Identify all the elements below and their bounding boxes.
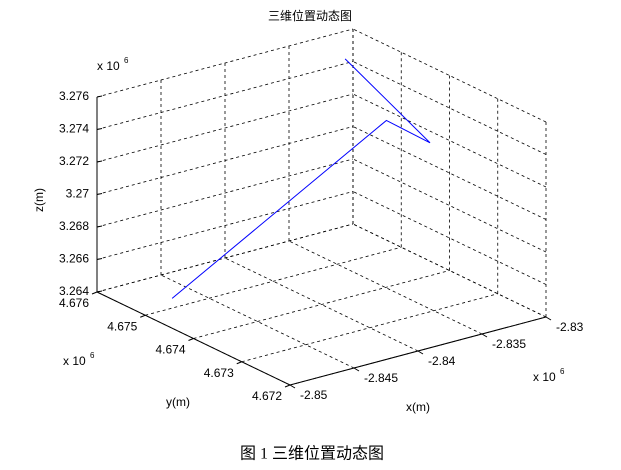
grid-line (96, 223, 354, 293)
x-tick (353, 367, 360, 372)
y-multiplier: x 10 (63, 354, 86, 368)
y-tick (188, 338, 194, 341)
y-axis-label: y(m) (166, 395, 190, 409)
x-tick-label: -2.84 (428, 354, 456, 368)
x-tick (289, 384, 296, 389)
z-tick-label: 3.272 (59, 154, 89, 168)
x-tick-label: -2.845 (364, 371, 398, 385)
z-tick (96, 258, 103, 260)
trajectory-line (171, 58, 431, 299)
grid-line (96, 158, 354, 228)
grid-line (96, 28, 354, 98)
x-axis-label: x(m) (406, 400, 430, 414)
z-tick-label: 3.266 (59, 252, 89, 266)
x-tick (417, 350, 424, 355)
grid-line (193, 270, 450, 339)
x-multiplier-exp: 6 (560, 367, 565, 376)
y-tick-label: 4.675 (107, 319, 137, 333)
grid-line (96, 126, 354, 195)
y-tick-label: 4.672 (252, 389, 282, 403)
y-tick-label: 4.674 (155, 343, 185, 357)
y-tick (284, 384, 291, 388)
z-axis-label: z(m) (32, 188, 46, 212)
caption: 图 1 三维位置动态图 (240, 445, 384, 463)
chart-title: 三维位置动态图 (268, 8, 352, 23)
z-tick-label: 3.27 (66, 187, 90, 201)
z-tick-label: 3.276 (59, 89, 89, 103)
y-tick (91, 291, 98, 295)
grid-line (241, 293, 498, 363)
z-tick-label: 3.274 (59, 122, 89, 136)
x-tick (481, 333, 488, 338)
x-multiplier: x 10 (533, 370, 556, 384)
y-tick-label: 4.676 (59, 296, 89, 310)
y-multiplier-exp: 6 (90, 351, 95, 360)
z-tick (96, 225, 103, 228)
y-tick-label: 4.673 (204, 366, 234, 380)
grid-line (96, 61, 354, 130)
z-multiplier: x 10 (97, 59, 120, 73)
z-tick-label: 3.264 (59, 284, 89, 298)
z-tick (96, 160, 103, 163)
x-tick-label: -2.835 (492, 337, 526, 351)
z-multiplier-exp: 6 (124, 56, 129, 65)
y-tick (140, 314, 146, 318)
grid-line (145, 246, 402, 316)
x-tick-label: -2.85 (300, 388, 328, 402)
z-tick (96, 128, 103, 130)
y-tick (236, 361, 242, 365)
z-tick (96, 290, 103, 293)
grid-line (96, 93, 354, 163)
z-tick (96, 193, 103, 195)
z-tick-label: 3.268 (59, 219, 89, 233)
z-tick (96, 95, 103, 98)
grid-line (96, 191, 354, 260)
x-tick (545, 316, 552, 321)
x-tick-label: -2.83 (556, 320, 584, 334)
